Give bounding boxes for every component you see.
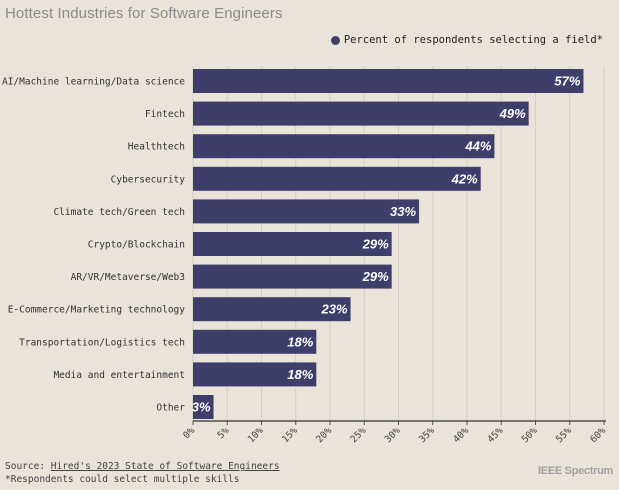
category-label: Healthtech (128, 142, 185, 153)
x-tick-label: 40% (451, 425, 471, 445)
value-label: 3% (192, 400, 211, 415)
source-link[interactable]: Hired's 2023 State of Software Engineers (50, 461, 280, 472)
x-tick-label: 35% (417, 425, 437, 445)
category-label: AI/Machine learning/Data science (2, 77, 185, 88)
value-label: 29% (362, 237, 389, 252)
category-label: Cybersecurity (111, 174, 186, 185)
x-tick-label: 60% (588, 425, 608, 445)
x-tick-label: 20% (314, 425, 334, 445)
bar (193, 264, 392, 289)
bar (193, 69, 584, 93)
x-tick-label: 45% (485, 425, 505, 445)
category-label: Climate tech/Green tech (53, 207, 185, 218)
footnote: *Respondents could select multiple skill… (5, 474, 240, 485)
x-tick-label: 10% (246, 425, 266, 445)
legend: Percent of respondents selecting a field… (330, 34, 603, 46)
footer: Source: Hired's 2023 State of Software E… (5, 460, 280, 486)
x-tick-label: 50% (520, 425, 540, 445)
category-label: Transportation/Logistics tech (19, 337, 185, 348)
bar (193, 329, 317, 354)
value-label: 23% (321, 302, 348, 317)
bar (193, 362, 317, 387)
bar (193, 199, 420, 224)
value-label: 57% (554, 74, 580, 89)
source-prefix: Source: (5, 461, 51, 472)
bar (193, 101, 529, 126)
category-label: Media and entertainment (53, 370, 185, 381)
category-label: Other (156, 403, 185, 414)
value-label: 18% (287, 367, 313, 382)
x-tick-label: 5% (215, 425, 231, 441)
x-tick-label: 15% (280, 425, 300, 445)
legend-swatch (330, 35, 340, 45)
bars (193, 69, 584, 419)
brand-logo: IEEE Spectrum (538, 465, 613, 477)
value-label: 18% (287, 334, 313, 349)
value-label: 29% (362, 269, 389, 284)
value-labels: 57% 49% 44% 42% 33% 29% 29% 23% 18% 18% 3% (192, 74, 581, 415)
chart-title: Hottest Industries for Software Engineer… (5, 5, 283, 22)
category-label: E-Commerce/Marketing technology (8, 305, 186, 316)
x-tick-label: 25% (348, 425, 368, 445)
x-tick-label: 0% (181, 425, 197, 441)
category-label: Crypto/Blockchain (88, 240, 185, 251)
category-label: Fintech (145, 109, 185, 120)
value-label: 33% (390, 204, 416, 219)
value-label: 44% (464, 139, 491, 154)
bar (193, 395, 214, 419)
bar (193, 232, 392, 256)
bar-chart: AI/Machine learning/Data science Fintech H… (2, 66, 608, 445)
category-labels: AI/Machine learning/Data science Fintech H… (2, 77, 185, 414)
legend-label: Percent of respondents selecting a field… (343, 34, 603, 46)
x-axis: 0% 5% 10% 15% 20% 25% 30% 35% 40% 45% 50% 55% 60% (181, 420, 608, 445)
source-line: Source: Hired's 2023 State of Software E… (5, 460, 280, 473)
x-tick-label: 30% (383, 425, 403, 445)
bar (193, 166, 481, 191)
category-label: AR/VR/Metaverse/Web3 (71, 272, 185, 283)
x-tick-label: 55% (554, 425, 574, 445)
bar (193, 297, 351, 322)
value-label: 42% (451, 171, 478, 186)
bar (193, 134, 495, 159)
value-label: 49% (499, 106, 526, 121)
